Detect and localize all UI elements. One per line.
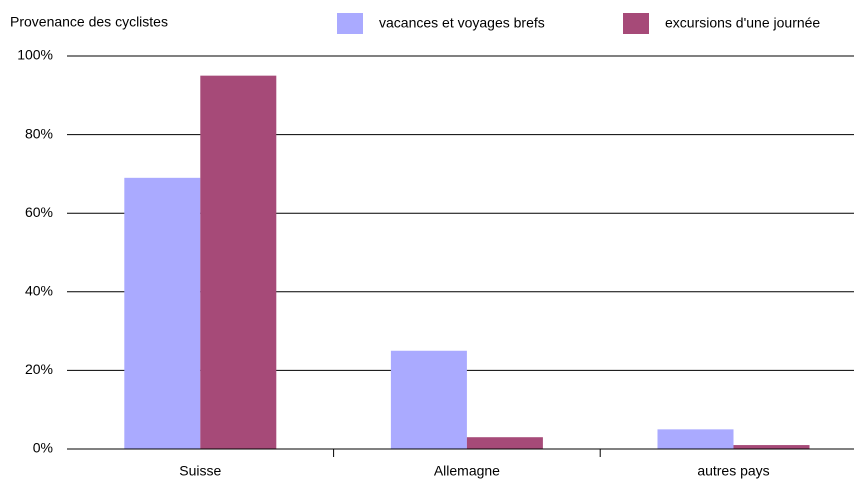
- y-tick-label: 40%: [25, 283, 53, 299]
- legend-label: vacances et voyages brefs: [379, 15, 545, 31]
- chart-title: Provenance des cyclistes: [10, 14, 168, 30]
- y-tick-label: 0%: [33, 440, 53, 456]
- y-tick-label: 20%: [25, 361, 53, 377]
- y-tick-label: 100%: [17, 47, 53, 63]
- y-tick-label: 60%: [25, 204, 53, 220]
- bar: [733, 445, 810, 449]
- legend-swatch: [337, 13, 363, 34]
- bar: [466, 437, 543, 449]
- legend-swatch: [623, 13, 649, 34]
- bar: [124, 177, 201, 449]
- y-tick-label: 80%: [25, 125, 53, 141]
- x-tick-label: Allemagne: [434, 463, 500, 479]
- bar: [390, 350, 467, 449]
- x-tick-label: autres pays: [697, 463, 769, 479]
- x-tick-label: Suisse: [179, 463, 221, 479]
- bar: [657, 429, 734, 449]
- legend-label: excursions d'une journée: [665, 15, 820, 31]
- bar: [200, 75, 277, 450]
